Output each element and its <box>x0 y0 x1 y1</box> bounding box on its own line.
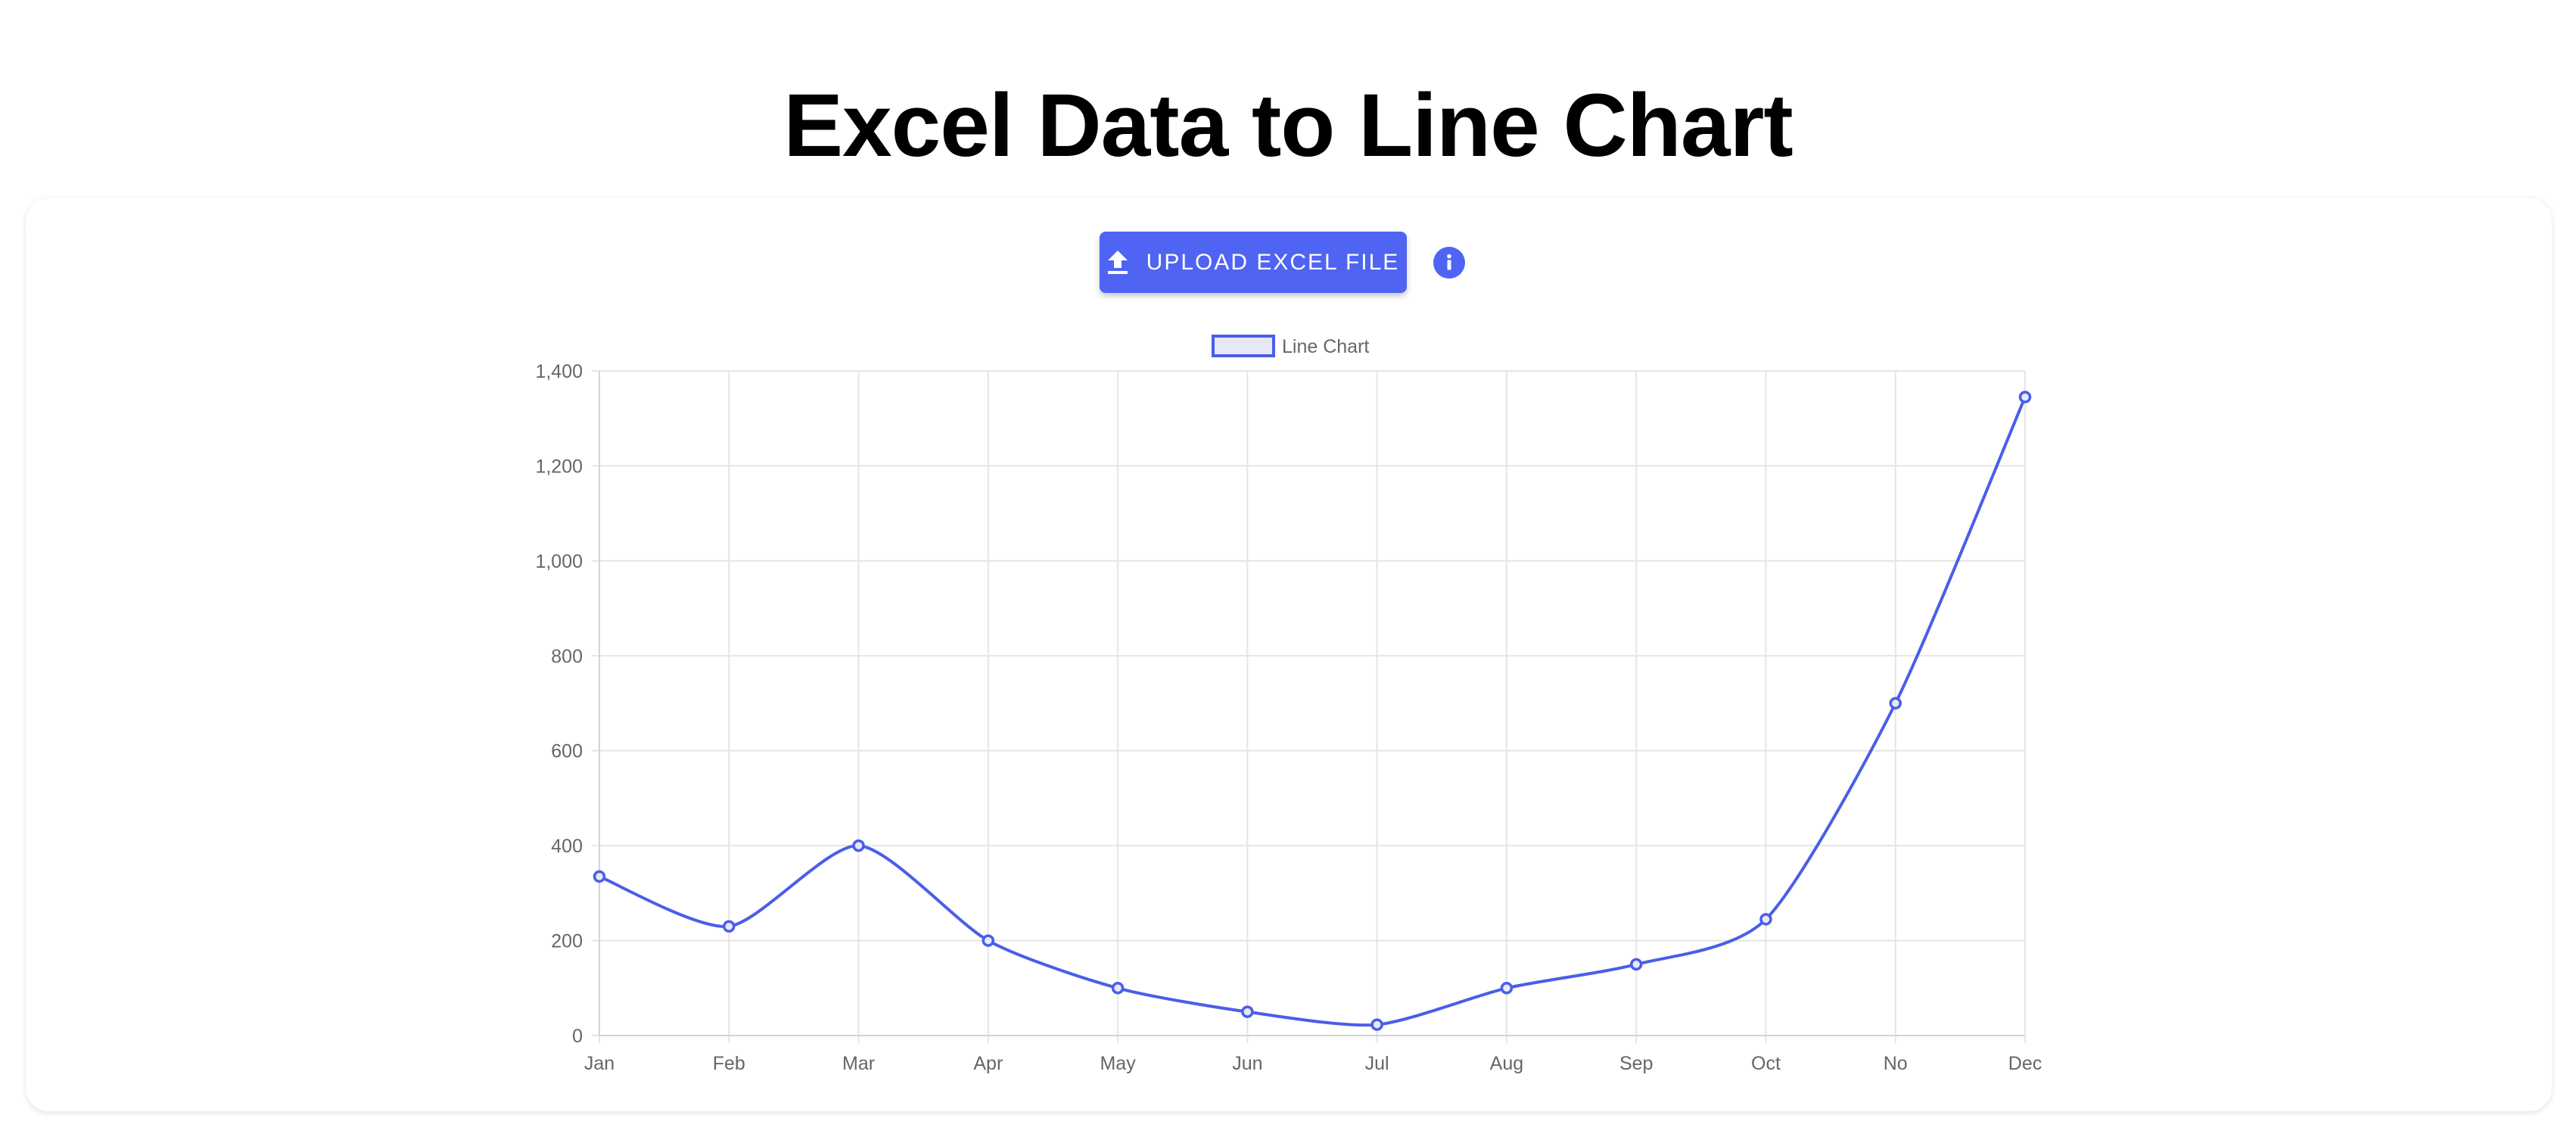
info-button[interactable] <box>1433 247 1465 279</box>
legend-item[interactable]: Line Chart <box>1212 335 1369 357</box>
legend-swatch <box>1212 335 1275 357</box>
upload-icon <box>1107 250 1128 274</box>
upload-excel-button[interactable]: UPLOAD EXCEL FILE <box>1100 232 1407 293</box>
legend-label: Line Chart <box>1282 336 1369 357</box>
page-title: Excel Data to Line Chart <box>783 76 1793 176</box>
info-icon <box>1447 254 1451 270</box>
chart-card <box>26 198 2552 1111</box>
upload-button-label: UPLOAD EXCEL FILE <box>1146 249 1400 275</box>
